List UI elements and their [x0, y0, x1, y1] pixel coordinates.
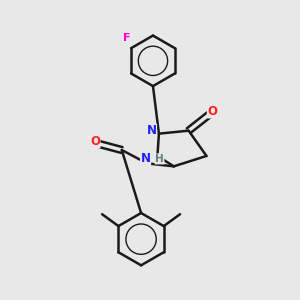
Text: O: O: [207, 105, 218, 118]
Text: N: N: [140, 152, 151, 165]
Text: F: F: [123, 33, 130, 43]
Text: O: O: [90, 135, 100, 148]
Text: N: N: [146, 124, 157, 137]
Text: H: H: [155, 154, 164, 164]
